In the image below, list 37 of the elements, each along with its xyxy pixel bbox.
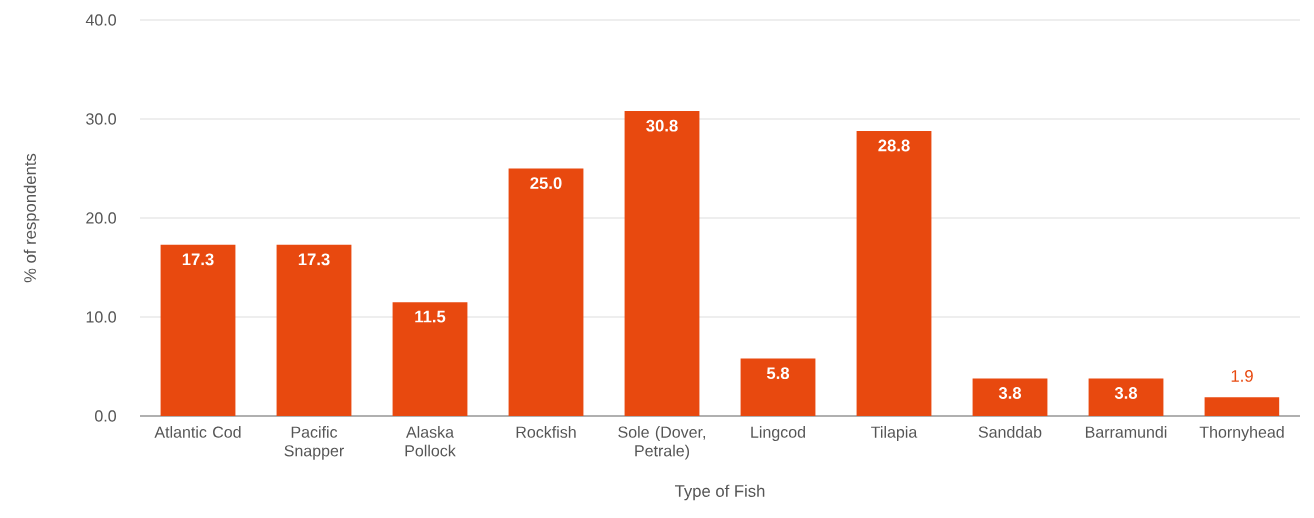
data-label: 17.3 — [182, 253, 214, 266]
x-tick-label: Sanddab — [978, 426, 1042, 438]
bar — [740, 358, 816, 416]
x-tick-label: Barramundi — [1085, 426, 1167, 438]
data-label: 1.9 — [1231, 370, 1253, 382]
x-tick-label: Atlantic Cod — [154, 426, 241, 438]
bar — [972, 378, 1048, 416]
bar — [508, 168, 584, 416]
data-label: 3.8 — [1114, 387, 1138, 399]
data-label: 28.8 — [878, 139, 910, 152]
data-label: 25.0 — [530, 177, 562, 190]
data-label: 3.8 — [998, 387, 1022, 399]
bar — [1204, 397, 1280, 416]
y-axis-title: % of respondents — [23, 153, 40, 283]
bar — [856, 130, 932, 416]
bar — [392, 302, 468, 416]
data-label: 30.8 — [646, 119, 678, 132]
bar — [1088, 378, 1164, 416]
x-tick-label: Lingcod — [751, 426, 805, 441]
bar — [624, 111, 700, 416]
y-tick-label: 30.0 — [86, 113, 116, 125]
x-axis-title: Type of Fish — [674, 484, 765, 501]
y-tick-label: 20.0 — [86, 212, 116, 224]
x-tick-label: Pacific Snapper — [284, 426, 344, 460]
bar — [276, 244, 352, 416]
data-label: 17.3 — [298, 253, 330, 266]
x-tick-label: Sole (Dover, Petrale) — [618, 426, 706, 460]
x-tick-label: Thornyhead — [1199, 426, 1284, 441]
x-tick-label: Alaska Pollock — [405, 426, 456, 457]
y-tick-label: 40.0 — [85, 14, 116, 26]
data-label: 11.5 — [415, 310, 446, 323]
x-tick-label: Tilapia — [871, 426, 918, 441]
x-tick-label: Rockfish — [516, 426, 576, 438]
bar — [160, 244, 236, 416]
data-label: 5.8 — [766, 367, 790, 380]
y-tick-label: 0.0 — [95, 410, 117, 422]
y-tick-label: 10.0 — [86, 311, 116, 323]
